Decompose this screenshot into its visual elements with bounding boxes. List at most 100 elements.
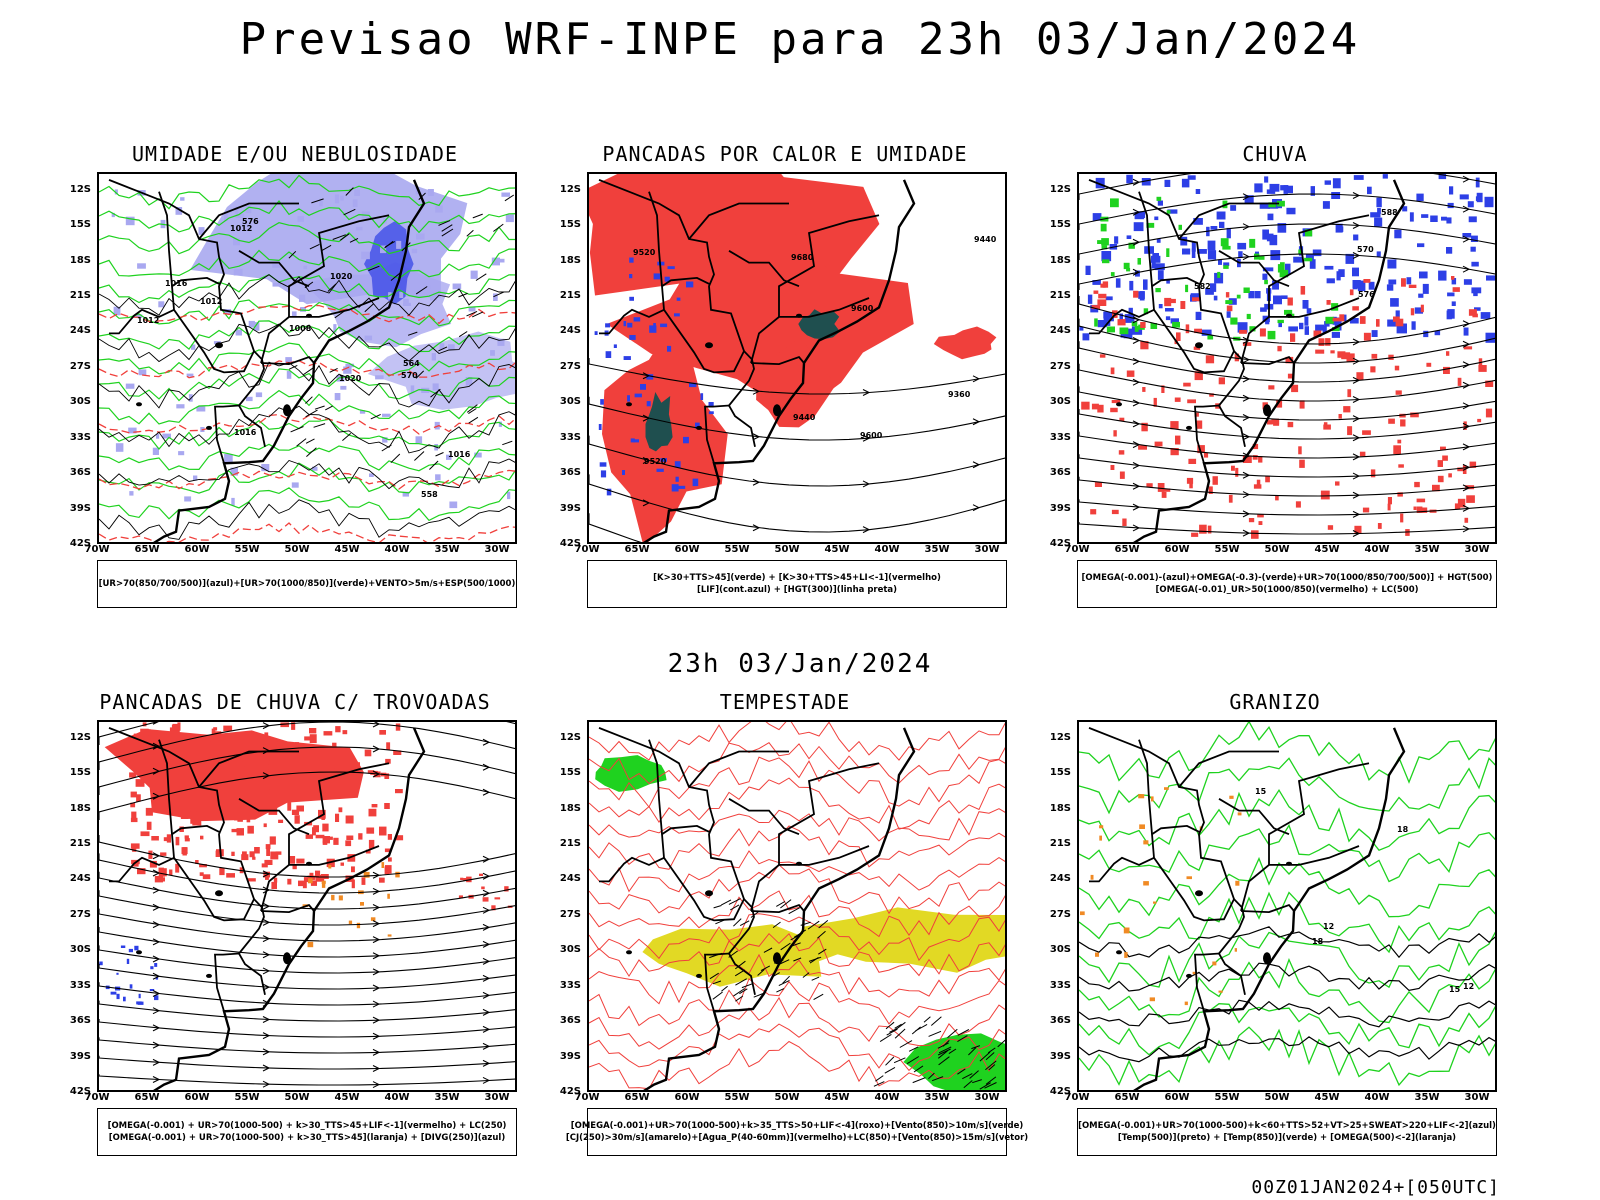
thunder-speckle-red (347, 854, 356, 862)
thunder-speckle-red (134, 748, 140, 758)
rain-region-red (1170, 448, 1179, 456)
thunder-speckle-red (395, 723, 401, 731)
rain-region-red (1140, 322, 1146, 328)
country-border (778, 214, 880, 317)
latitude-tick-label: 27S (1049, 908, 1071, 920)
rain-region-red (1187, 399, 1196, 404)
rain-region-red (1276, 399, 1283, 408)
wind-vector (304, 281, 314, 289)
wind-vector (802, 972, 810, 978)
omega-region-blue (1387, 319, 1397, 327)
rain-region-red (1291, 384, 1299, 393)
green-contour (99, 174, 515, 210)
omega-region-blue (1286, 207, 1296, 215)
streamline-arrow (482, 1076, 490, 1084)
humidity-speckle (234, 206, 239, 214)
thunder-speckle-red (294, 815, 300, 824)
wind-vector (818, 948, 827, 955)
rain-region-red (1218, 377, 1225, 385)
omega-region-blue (1447, 202, 1454, 209)
temp-850-contour (1079, 856, 1495, 918)
country-border (260, 297, 380, 364)
thunder-speckle-red (385, 758, 391, 764)
thunder-speckle-orange (308, 878, 313, 884)
longitude-tick-label: 45W (334, 544, 360, 555)
humidity-speckle (111, 212, 115, 218)
omega-region-blue (1388, 279, 1397, 285)
latitude-tick-label: 24S (69, 873, 91, 885)
wind-vector (911, 1026, 921, 1035)
omega-region-blue (1447, 292, 1455, 297)
wind-vector (818, 920, 829, 929)
rain-region-red (1090, 509, 1097, 515)
wind-vector (875, 1075, 884, 1082)
lake (306, 861, 312, 866)
latitude-axis: 12S 15S 18S 21S 24S 27S 30S 33S 36S 39S 42S (1035, 172, 1075, 549)
lifted-index-contour (634, 393, 642, 398)
lifted-index-contour (605, 323, 611, 328)
thunder-speckle-red (315, 870, 321, 877)
latitude-tick-label: 42S (559, 538, 581, 549)
divergence-speckle-blue (137, 1001, 144, 1005)
rain-region-red (1363, 332, 1371, 341)
lifted-index-contour (653, 323, 656, 327)
longitude-tick-label: 65W (624, 1092, 650, 1103)
lake (796, 861, 802, 866)
thunder-speckle-red (365, 849, 371, 854)
streamline-arrow (1462, 235, 1470, 243)
humidity-speckle (439, 343, 445, 350)
thunder-speckle-red (180, 767, 188, 774)
omega-region-blue (1467, 201, 1474, 208)
thunder-speckle-red (181, 847, 188, 855)
humidity-speckle (233, 268, 243, 276)
wind-vector (305, 409, 318, 418)
streamline-arrow (482, 940, 490, 948)
omega-speckle-orange (1229, 795, 1234, 799)
wind-vector (713, 905, 722, 909)
streamline-arrow (372, 1032, 380, 1040)
country-border (1240, 355, 1295, 366)
omega-region-blue (1339, 226, 1344, 232)
streamline-arrow (1462, 320, 1470, 328)
streamline-250hpa (99, 1000, 515, 1022)
legend-line: [Temp(500)](preto) + [Temp(850)](verde) … (1117, 1133, 1457, 1143)
country-border (599, 308, 665, 335)
thunder-speckle-red (260, 763, 269, 771)
omega-region-blue (1480, 312, 1491, 319)
omega-region-green (1134, 325, 1139, 332)
rain-region-red (1180, 301, 1186, 309)
longitude-tick-label: 30W (484, 1092, 510, 1103)
map-area: 9680 9600 9520 9440 9360 9600 9520 9440 (587, 172, 1007, 544)
height-contour (589, 358, 1005, 395)
thunder-speckle-red (142, 722, 147, 727)
wind-vector (937, 1048, 951, 1056)
rain-region-red (1111, 400, 1121, 404)
green-contour (99, 368, 515, 402)
contour-label: 9600 (851, 304, 874, 313)
thunder-speckle-red (192, 819, 202, 826)
rain-region-red (1465, 485, 1475, 490)
wind-vector (906, 1056, 920, 1065)
precipitable-water-contour (589, 890, 1005, 938)
rain-region-red (1452, 287, 1460, 292)
wind-vector (895, 1021, 906, 1030)
longitude-tick-label: 70W (574, 1092, 600, 1103)
latitude-tick-label: 12S (559, 731, 581, 743)
longitude-tick-label: 60W (184, 544, 210, 555)
streamline-arrow (1352, 434, 1360, 442)
thunder-speckle-red (281, 772, 288, 778)
thunder-speckle-red (130, 817, 138, 823)
omega-region-blue (1331, 192, 1341, 199)
latitude-tick-label: 42S (69, 1086, 91, 1097)
wind-vector (884, 1066, 896, 1074)
humidity-speckle (272, 263, 281, 268)
lifted-index-contour (677, 485, 686, 489)
latitude-tick-label: 39S (69, 1050, 91, 1062)
latitude-tick-label: 21S (1049, 290, 1071, 301)
omega-region-blue (1418, 293, 1424, 298)
omega-region-blue (1324, 180, 1331, 185)
contour-label: 9680 (791, 253, 814, 262)
rain-region-red (1400, 513, 1404, 523)
thunder-speckle-red (236, 828, 244, 836)
omega-region-blue (1459, 194, 1469, 200)
